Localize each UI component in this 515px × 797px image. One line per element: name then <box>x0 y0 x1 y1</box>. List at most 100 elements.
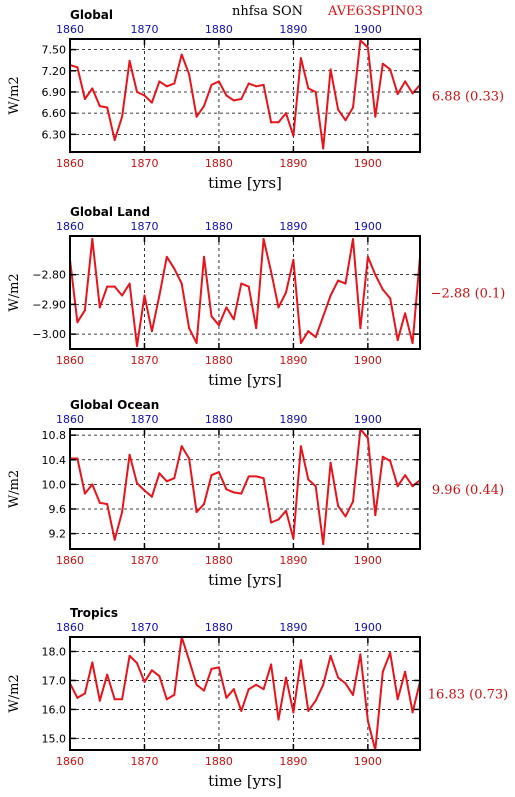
data-point <box>329 461 332 464</box>
plot-frame <box>69 38 421 153</box>
panel-title: Tropics <box>70 606 118 620</box>
data-point <box>284 509 287 512</box>
x-tick-label-top: 1900 <box>354 23 382 36</box>
data-point <box>292 537 295 540</box>
panel-4: Tropics186018601870187018801880189018901… <box>7 606 508 790</box>
y-tick-label: 18.0 <box>42 645 67 658</box>
panel-3: Global Ocean1860186018701870188018801890… <box>7 398 504 589</box>
case-header: AVE63SPIN03 <box>327 4 423 19</box>
data-point <box>270 521 273 524</box>
data-point <box>158 80 161 83</box>
data-point <box>396 698 399 701</box>
data-point <box>374 514 377 517</box>
y-tick-label: 10.4 <box>42 454 67 467</box>
data-point <box>262 688 265 691</box>
data-point <box>307 478 310 481</box>
data-point <box>165 698 168 701</box>
plot-frame <box>69 235 421 350</box>
data-point <box>121 511 124 514</box>
data-point <box>143 489 146 492</box>
data-point <box>158 294 161 297</box>
data-point <box>232 688 235 691</box>
x-tick-label-bottom: 1890 <box>279 755 307 768</box>
data-point <box>83 692 86 695</box>
data-point <box>277 718 280 721</box>
x-tick-label-bottom: 1890 <box>279 554 307 567</box>
data-point <box>150 669 153 672</box>
data-point <box>411 711 414 714</box>
data-point <box>106 106 109 109</box>
x-tick-label-top: 1890 <box>279 220 307 233</box>
data-point <box>91 87 94 90</box>
data-point <box>322 315 325 318</box>
x-tick-label-top: 1880 <box>205 23 233 36</box>
x-tick-label-top: 1880 <box>205 413 233 426</box>
data-point <box>314 699 317 702</box>
data-point <box>411 485 414 488</box>
data-point <box>121 698 124 701</box>
data-point <box>136 345 139 348</box>
x-tick-label-top: 1870 <box>130 413 158 426</box>
data-point <box>136 90 139 93</box>
data-point <box>195 683 198 686</box>
data-point <box>98 306 101 309</box>
data-point <box>255 327 258 330</box>
data-point <box>91 661 94 664</box>
y-tick-label: 10.0 <box>42 478 67 491</box>
data-point <box>76 696 79 699</box>
data-point <box>344 515 347 518</box>
data-point <box>240 492 243 495</box>
y-axis-label: W/m2 <box>7 674 22 712</box>
data-point <box>240 709 243 712</box>
data-point <box>299 445 302 448</box>
y-axis-label: W/m2 <box>7 470 22 508</box>
x-tick-label-top: 1860 <box>56 621 84 634</box>
data-point <box>165 85 168 88</box>
data-point <box>136 662 139 665</box>
data-point <box>247 285 250 288</box>
y-tick-label: 17.0 <box>42 674 67 687</box>
data-point <box>307 330 310 333</box>
y-tick-label: 10.8 <box>42 429 67 442</box>
data-point <box>203 105 206 108</box>
data-point <box>374 273 377 276</box>
data-point <box>158 675 161 678</box>
series-line <box>70 429 420 546</box>
data-point <box>366 255 369 258</box>
data-point <box>284 112 287 115</box>
data-point <box>217 471 220 474</box>
data-point <box>98 105 101 108</box>
x-tick-label-bottom: 1900 <box>354 354 382 367</box>
data-point <box>389 68 392 71</box>
data-point <box>292 134 295 137</box>
data-point <box>106 673 109 676</box>
data-point <box>329 654 332 657</box>
data-point <box>128 453 131 456</box>
data-point <box>314 485 317 488</box>
data-point <box>232 99 235 102</box>
data-point <box>217 80 220 83</box>
data-point <box>128 654 131 657</box>
data-point <box>299 342 302 345</box>
series-line <box>70 39 420 150</box>
x-tick-label-top: 1870 <box>130 621 158 634</box>
data-point <box>404 312 407 315</box>
summary-stat: 9.96 (0.44) <box>432 483 504 498</box>
data-point <box>91 237 94 240</box>
data-point <box>396 93 399 96</box>
data-point <box>188 327 191 330</box>
data-point <box>247 475 250 478</box>
data-point <box>396 485 399 488</box>
data-point <box>255 85 258 88</box>
data-point <box>83 98 86 101</box>
panel-1: Global1860186018701870188018801890189019… <box>7 8 504 192</box>
data-point <box>106 285 109 288</box>
data-point <box>106 503 109 506</box>
data-point <box>366 720 369 723</box>
data-point <box>329 68 332 71</box>
panel-title: Global Ocean <box>70 398 159 412</box>
data-point <box>217 324 220 327</box>
data-point <box>136 482 139 485</box>
data-point <box>262 477 265 480</box>
x-tick-label-top: 1860 <box>56 413 84 426</box>
